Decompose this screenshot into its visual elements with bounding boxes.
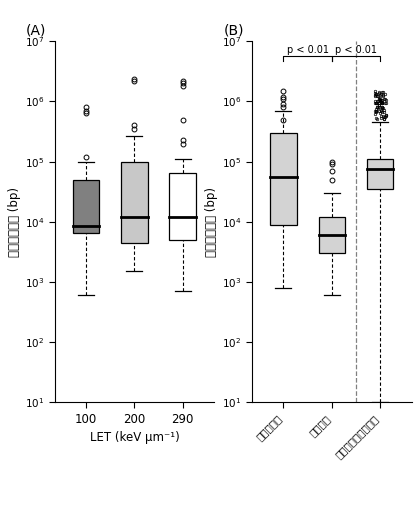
- Text: (A): (A): [26, 24, 46, 38]
- Bar: [270, 133, 297, 224]
- X-axis label: LET (keV μm⁻¹): LET (keV μm⁻¹): [89, 431, 179, 444]
- Text: (B): (B): [223, 24, 244, 38]
- Bar: [121, 162, 148, 243]
- Text: p < 0.01: p < 0.01: [286, 44, 328, 55]
- Bar: [318, 217, 345, 253]
- Bar: [73, 180, 100, 233]
- Y-axis label: 欠失の大きさ (bp): 欠失の大きさ (bp): [205, 187, 218, 257]
- Text: p < 0.01: p < 0.01: [335, 44, 377, 55]
- Bar: [367, 159, 394, 189]
- Y-axis label: 欠失の大きさ (bp): 欠失の大きさ (bp): [8, 187, 21, 257]
- Bar: [169, 173, 196, 240]
